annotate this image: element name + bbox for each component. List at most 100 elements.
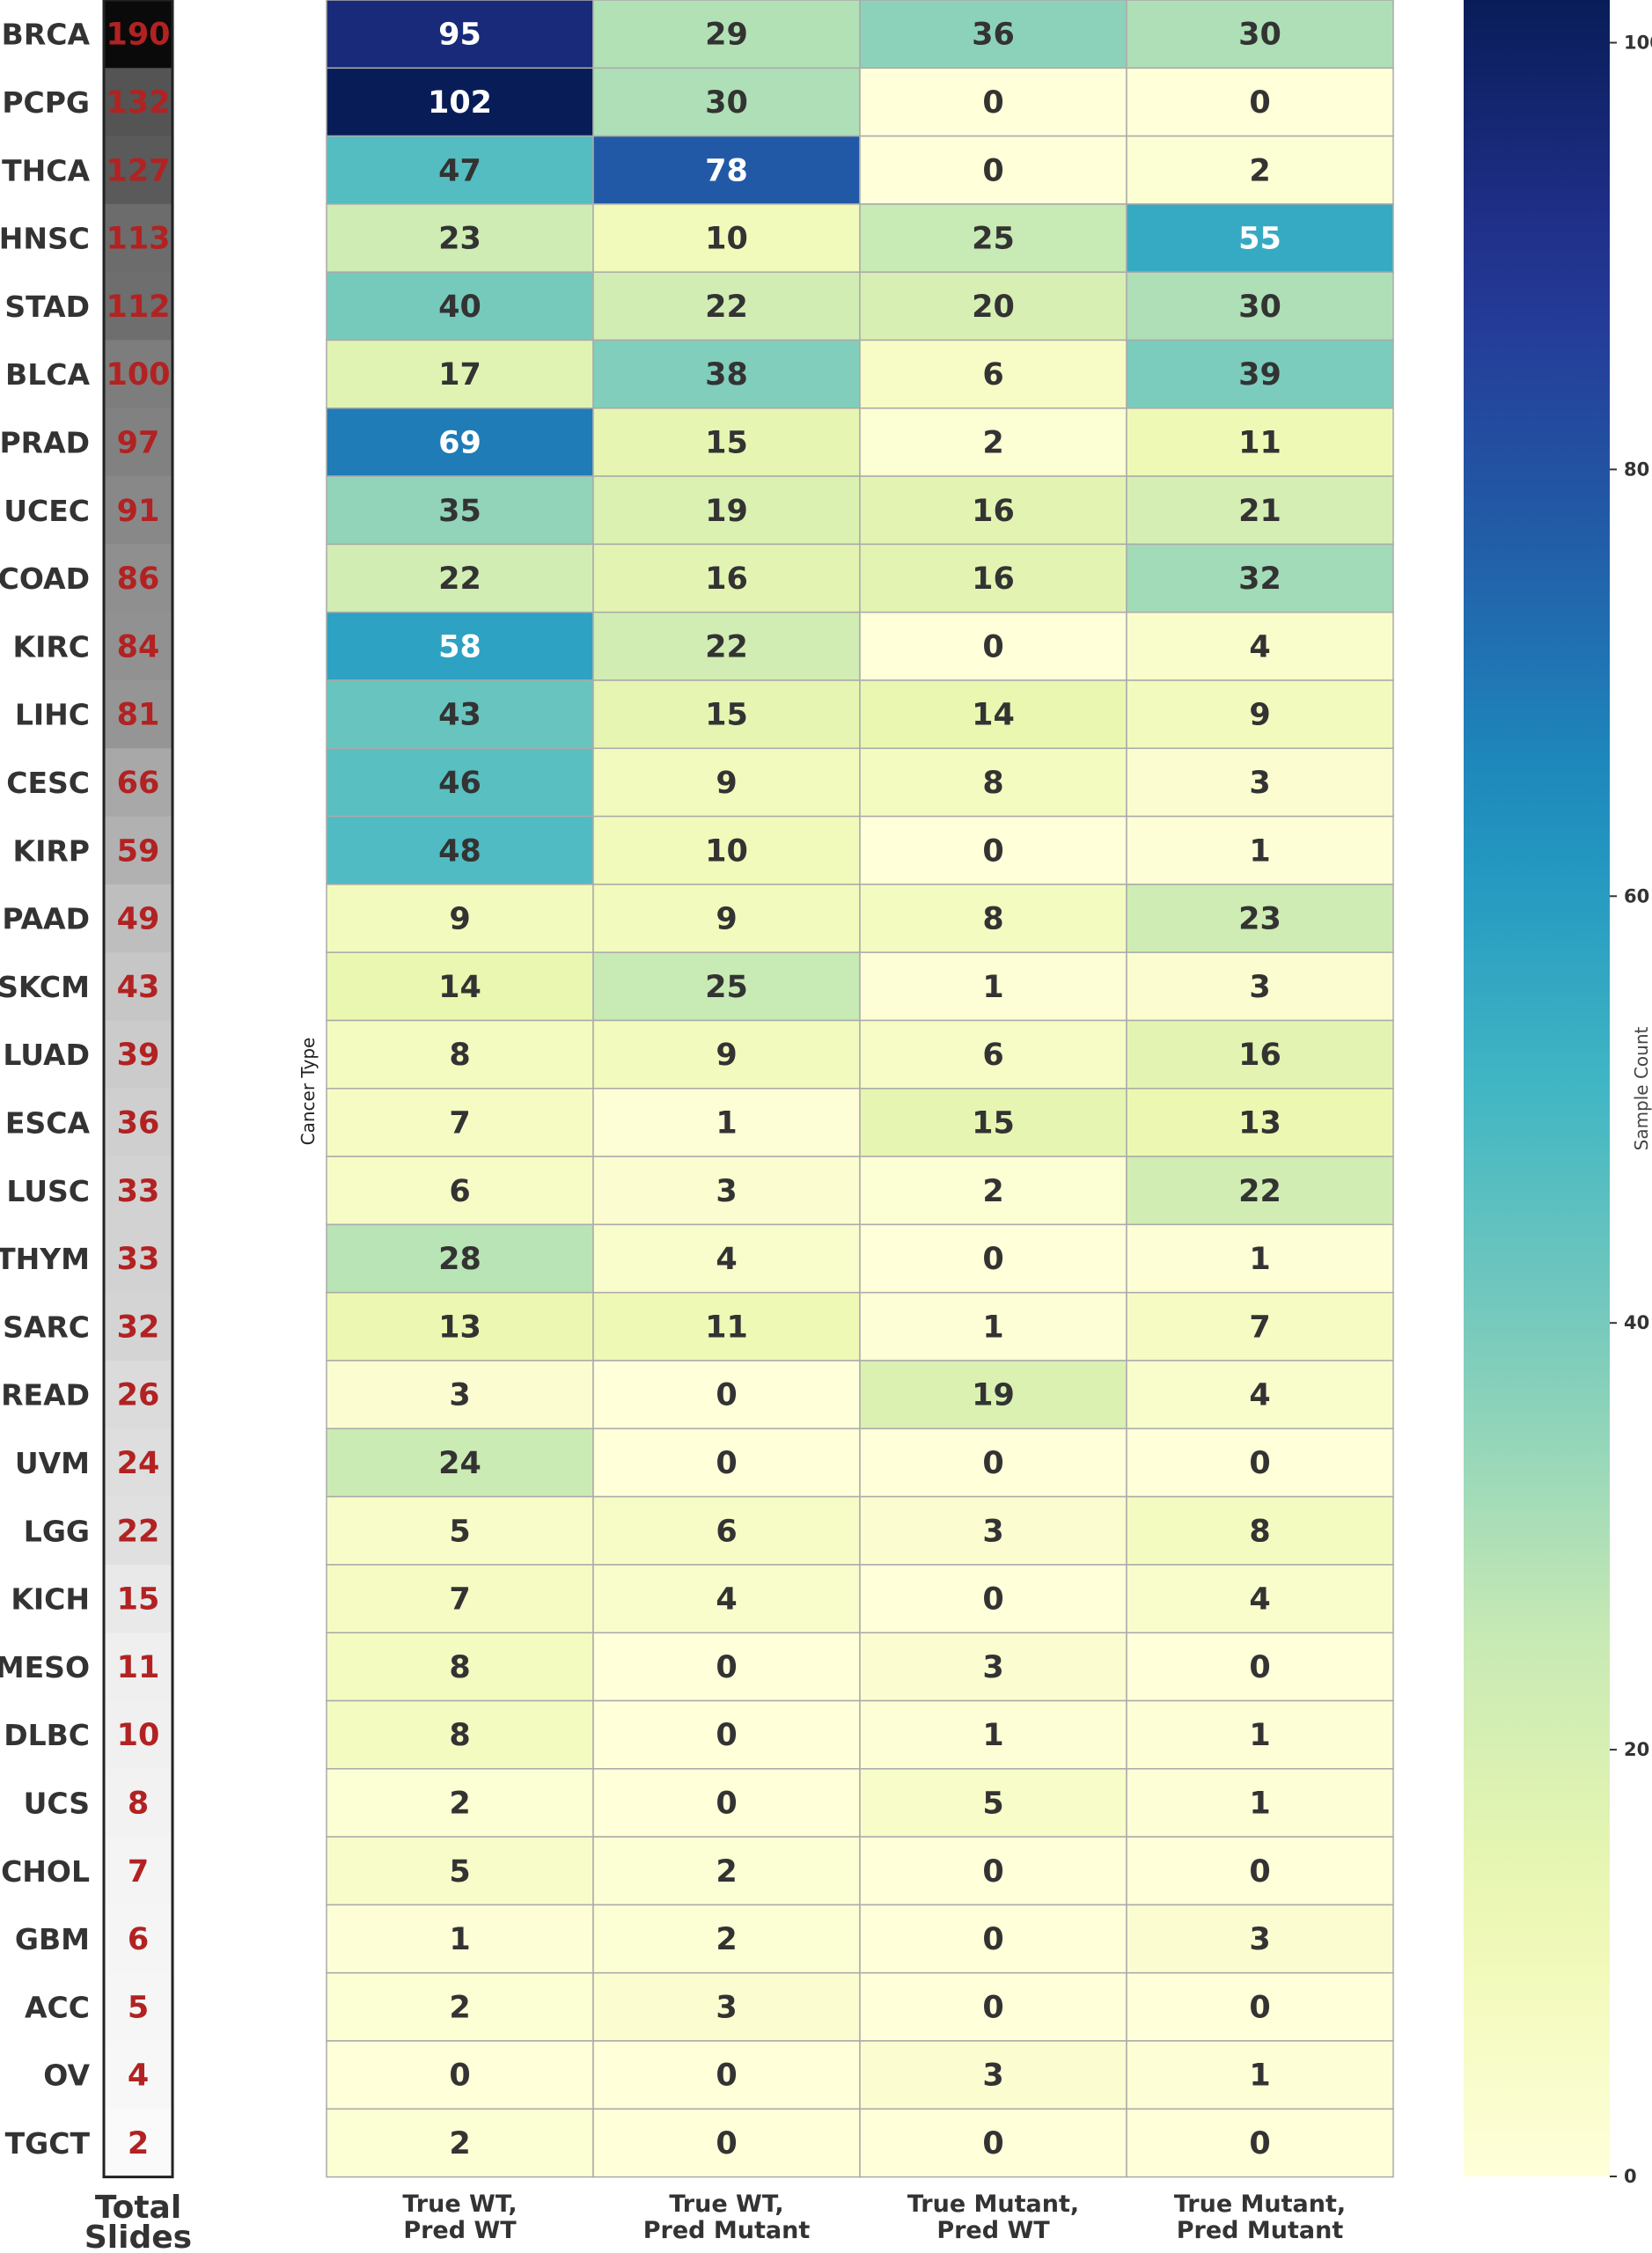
total-slides-cell bbox=[104, 272, 173, 341]
total-slides-value: 59 bbox=[117, 833, 160, 869]
total-slides-value: 97 bbox=[117, 425, 160, 460]
cell-value-label: 11 bbox=[1238, 425, 1281, 460]
row-label: HNSC bbox=[0, 222, 90, 256]
cell-value-label: 5 bbox=[982, 1786, 1003, 1821]
total-slides-cell bbox=[104, 1361, 173, 1429]
cell-value-label: 8 bbox=[1249, 1514, 1270, 1549]
heatmap-cell bbox=[859, 475, 1127, 546]
heatmap-cell bbox=[1126, 1971, 1394, 2042]
total-slides-title: Total bbox=[95, 2190, 181, 2226]
cell-value-label: 3 bbox=[1249, 970, 1270, 1005]
row-label: ESCA bbox=[5, 1105, 91, 1140]
total-slides-value: 112 bbox=[106, 290, 170, 325]
total-slides-cell bbox=[104, 1156, 173, 1225]
cell-value-label: 32 bbox=[1238, 561, 1281, 597]
heatmap-cell bbox=[592, 2040, 861, 2110]
cell-value-label: 0 bbox=[982, 1242, 1003, 1277]
total-slides-cell bbox=[104, 203, 173, 273]
heatmap-cell bbox=[859, 2108, 1127, 2178]
cell-value-label: 35 bbox=[438, 494, 481, 529]
heatmap-cell bbox=[1126, 1360, 1394, 1430]
cell-value-label: 3 bbox=[1249, 766, 1270, 801]
heatmap-cell bbox=[326, 1564, 594, 1633]
total-slides-cell bbox=[104, 1564, 173, 1633]
cell-value-label: 8 bbox=[449, 1038, 470, 1073]
total-slides-value: 113 bbox=[106, 222, 170, 257]
heatmap-cell bbox=[1126, 67, 1394, 137]
cell-value-label: 0 bbox=[1249, 2126, 1270, 2161]
heatmap-cell bbox=[859, 1971, 1127, 2042]
column-header: True Mutant, bbox=[907, 2191, 1079, 2218]
cell-value-label: 0 bbox=[982, 629, 1003, 664]
row-label: OV bbox=[43, 2059, 90, 2093]
cell-value-label: 1 bbox=[982, 1718, 1003, 1753]
cell-value-label: 9 bbox=[716, 766, 737, 801]
cell-value-label: 102 bbox=[428, 85, 492, 121]
cell-value-label: 2 bbox=[716, 1922, 737, 1957]
cell-value-label: 30 bbox=[1238, 18, 1281, 53]
row-label: CHOL bbox=[1, 1854, 90, 1889]
cell-value-label: 3 bbox=[982, 1650, 1003, 1685]
cell-value-label: 4 bbox=[1249, 629, 1270, 664]
total-slides-cell bbox=[104, 1904, 173, 1974]
row-label: SKCM bbox=[0, 970, 90, 1004]
heatmap-cell bbox=[1126, 1699, 1394, 1770]
heatmap-cell bbox=[859, 1427, 1127, 1498]
cell-value-label: 11 bbox=[705, 1310, 748, 1345]
total-slides-value: 36 bbox=[117, 1105, 160, 1141]
row-label: BRCA bbox=[2, 18, 91, 52]
heatmap-cell bbox=[592, 2108, 861, 2178]
heatmap-cell bbox=[326, 2108, 594, 2178]
cell-value-label: 1 bbox=[1249, 1718, 1270, 1753]
colorbar bbox=[1464, 0, 1610, 2176]
cell-value-label: 29 bbox=[705, 18, 748, 53]
total-slides-cell bbox=[104, 748, 173, 818]
cell-value-label: 9 bbox=[449, 902, 470, 937]
heatmap-cell bbox=[1126, 611, 1394, 681]
column-header: True WT, bbox=[669, 2191, 783, 2218]
heatmap-cell bbox=[592, 1427, 861, 1498]
cell-value-label: 19 bbox=[972, 1378, 1015, 1413]
cell-value-label: 0 bbox=[716, 1446, 737, 1481]
row-label: COAD bbox=[0, 561, 90, 596]
heatmap-cell bbox=[859, 1564, 1127, 1633]
heatmap-cell bbox=[1126, 1019, 1394, 1090]
cell-value-label: 58 bbox=[438, 629, 481, 664]
cell-value-label: 0 bbox=[449, 2059, 470, 2094]
cell-value-label: 24 bbox=[438, 1446, 481, 1481]
cell-value-label: 3 bbox=[982, 1514, 1003, 1549]
total-slides-cell bbox=[104, 1496, 173, 1566]
cell-value-label: 0 bbox=[716, 1718, 737, 1753]
colorbar-tick-label: 60 bbox=[1624, 885, 1649, 906]
cell-value-label: 16 bbox=[972, 494, 1015, 529]
heatmap-cell bbox=[326, 135, 594, 205]
cell-value-label: 8 bbox=[982, 766, 1003, 801]
cell-value-label: 36 bbox=[972, 18, 1015, 53]
total-slides-value: 15 bbox=[117, 1582, 160, 1618]
cell-value-label: 6 bbox=[716, 1514, 737, 1549]
total-slides-cell bbox=[104, 1633, 173, 1701]
cell-value-label: 4 bbox=[716, 1582, 737, 1618]
cell-value-label: 23 bbox=[438, 222, 481, 257]
cell-value-label: 40 bbox=[438, 290, 481, 325]
heatmap-cell bbox=[326, 611, 594, 681]
cell-value-label: 0 bbox=[716, 1378, 737, 1413]
heatmap-cell bbox=[859, 1223, 1127, 1294]
total-slides-value: 5 bbox=[128, 1990, 149, 2025]
cell-value-label: 0 bbox=[716, 2126, 737, 2161]
heatmap-cell bbox=[1126, 2108, 1394, 2178]
heatmap-cell bbox=[859, 611, 1127, 681]
heatmap-cell bbox=[592, 1836, 861, 1906]
cell-value-label: 6 bbox=[982, 357, 1003, 393]
heatmap-cell bbox=[1126, 1632, 1394, 1702]
heatmap-cell bbox=[326, 747, 594, 818]
heatmap-cell bbox=[326, 0, 594, 70]
cell-value-label: 16 bbox=[972, 561, 1015, 597]
row-label: READ bbox=[1, 1378, 90, 1413]
cell-value-label: 95 bbox=[438, 18, 481, 53]
cell-value-label: 0 bbox=[1249, 1854, 1270, 1890]
cell-value-label: 14 bbox=[438, 970, 481, 1005]
total-slides-value: 127 bbox=[106, 153, 170, 188]
heatmap-cell bbox=[1126, 951, 1394, 1022]
heatmap-cell bbox=[1126, 475, 1394, 546]
